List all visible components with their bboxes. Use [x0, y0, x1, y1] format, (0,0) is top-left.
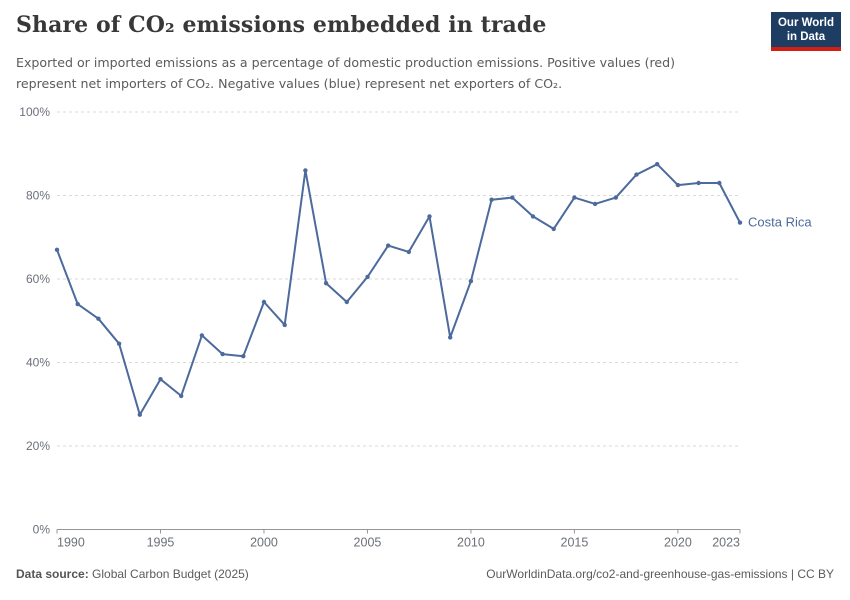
y-axis-label: 40% — [26, 356, 50, 370]
y-axis-label: 0% — [33, 523, 51, 537]
data-point[interactable] — [510, 195, 515, 200]
data-point[interactable] — [179, 393, 184, 399]
data-point[interactable] — [96, 316, 101, 321]
chart-footer: Data source: Global Carbon Budget (2025)… — [16, 567, 834, 581]
entity-label[interactable]: Costa Rica — [748, 215, 812, 230]
data-point[interactable] — [613, 195, 618, 200]
data-point[interactable] — [241, 354, 246, 359]
data-point[interactable] — [448, 335, 453, 340]
data-point[interactable] — [54, 247, 60, 252]
x-axis-label: 2023 — [712, 536, 740, 550]
x-axis-label: 2010 — [457, 536, 485, 550]
data-point[interactable] — [303, 168, 308, 173]
owid-logo[interactable]: Our World in Data — [770, 12, 841, 52]
data-point[interactable] — [468, 278, 474, 284]
data-point[interactable] — [406, 249, 411, 255]
x-axis-label: 2020 — [664, 536, 692, 550]
data-point[interactable] — [158, 377, 163, 382]
x-axis-label: 2000 — [250, 536, 278, 550]
data-point[interactable] — [551, 226, 556, 232]
data-point[interactable] — [530, 214, 536, 219]
credit-link[interactable]: OurWorldinData.org/co2-and-greenhouse-ga… — [486, 567, 834, 581]
data-point[interactable] — [220, 351, 225, 357]
y-axis-label: 80% — [26, 189, 50, 203]
y-axis-label: 20% — [26, 439, 50, 453]
data-source-label: Data source: — [16, 567, 89, 581]
data-point[interactable] — [116, 341, 122, 346]
data-point[interactable] — [489, 197, 494, 202]
y-axis-label: 100% — [19, 105, 50, 119]
data-point[interactable] — [634, 172, 639, 177]
data-point[interactable] — [696, 180, 701, 186]
data-point[interactable] — [386, 243, 391, 248]
x-axis-label: 1995 — [147, 536, 175, 550]
x-axis-label: 2005 — [354, 536, 382, 550]
logo-line-2: in Data — [786, 31, 826, 44]
logo-line-1: Our World — [777, 17, 834, 29]
data-point[interactable] — [572, 195, 577, 200]
data-source: Data source: Global Carbon Budget (2025) — [16, 567, 249, 581]
data-point[interactable] — [717, 180, 722, 186]
chart-subtitle: Exported or imported emissions as a perc… — [16, 55, 676, 91]
data-point[interactable] — [737, 220, 743, 225]
data-point[interactable] — [427, 214, 432, 219]
series-line[interactable] — [56, 163, 741, 416]
data-source-value: Global Carbon Budget (2025) — [88, 567, 249, 581]
data-point[interactable] — [199, 333, 205, 338]
data-point[interactable] — [675, 182, 681, 188]
data-point[interactable] — [592, 201, 598, 207]
x-axis-label: 2015 — [561, 536, 589, 550]
data-point[interactable] — [365, 274, 370, 280]
data-point[interactable] — [137, 412, 142, 417]
data-point[interactable] — [323, 281, 329, 286]
page-title: Share of CO₂ emissions embedded in trade — [16, 12, 547, 38]
data-point[interactable] — [344, 299, 349, 305]
y-axis-label: 60% — [26, 272, 50, 286]
data-point[interactable] — [282, 322, 287, 328]
data-point[interactable] — [261, 299, 267, 305]
data-point[interactable] — [75, 301, 80, 307]
data-point[interactable] — [655, 162, 660, 167]
x-axis-label: 1990 — [57, 536, 85, 550]
